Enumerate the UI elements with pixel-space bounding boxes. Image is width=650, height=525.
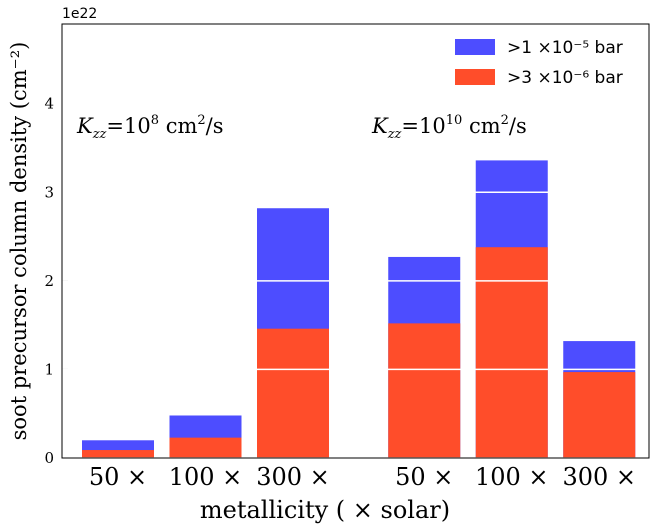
bar [257, 328, 329, 458]
annotation-part: K [76, 114, 94, 138]
annotation-part: 10 [446, 113, 463, 128]
annotation-part: /s [509, 114, 527, 138]
y-tick-label: 3 [44, 183, 54, 201]
x-tick-label: 100 × [169, 463, 243, 491]
y-tick-label: 4 [44, 95, 54, 113]
y-tick-label: 1 [44, 360, 54, 378]
x-tick-label: 50 × [395, 463, 453, 491]
x-tick-label: 50 × [89, 463, 147, 491]
annotation-part: 8 [151, 113, 159, 128]
annotation-part: /s [206, 114, 224, 138]
bar [388, 323, 461, 458]
annotation-part: =10 [106, 114, 150, 138]
annotation-part: K [371, 114, 389, 138]
y-label: soot precursor column density (cm⁻²) [7, 42, 31, 441]
annotation-part: zz [92, 127, 107, 142]
bar [475, 247, 548, 458]
plot-frame [61, 23, 650, 459]
offset-label: 1e22 [62, 6, 97, 22]
annotation: Kzz=108 cm2/s [76, 113, 224, 142]
y-tick-label: 0 [44, 449, 54, 467]
annotation-part: 2 [501, 113, 509, 128]
annotation-part: zz [387, 127, 402, 142]
x-tick-label: 300 × [256, 463, 330, 491]
legend-swatch [455, 39, 495, 55]
legend-label: >3 ×10⁻⁶ bar [507, 68, 623, 88]
bar [82, 450, 154, 458]
x-tick-label: 100 × [475, 463, 549, 491]
bar [169, 437, 242, 458]
y-tick-label: 2 [44, 272, 54, 290]
annotation-part: cm [462, 114, 500, 138]
legend-label: >1 ×10⁻⁵ bar [507, 38, 623, 58]
x-tick-label: 300 × [562, 463, 636, 491]
annotation-part: 2 [197, 113, 205, 128]
bar [563, 372, 636, 458]
annotation-part: cm [159, 114, 197, 138]
annotation: Kzz=1010 cm2/s [371, 113, 527, 142]
x-label: metallicity ( × solar) [200, 496, 450, 524]
legend-swatch [455, 69, 495, 85]
annotation-part: =10 [401, 114, 445, 138]
